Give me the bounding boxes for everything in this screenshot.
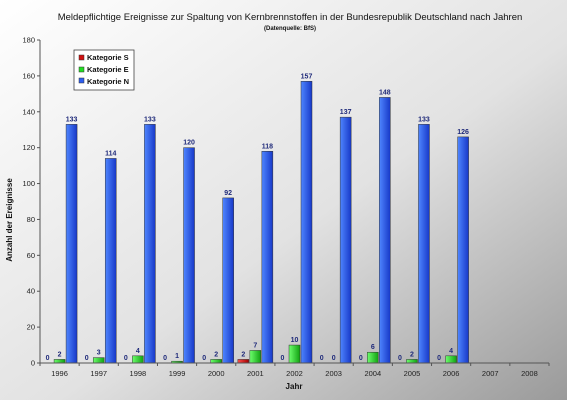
y-tick-label: 60	[27, 251, 35, 260]
x-tick-label: 2000	[208, 369, 225, 378]
y-tick-label: 160	[22, 71, 35, 80]
bar-kategorie-e-2005	[406, 359, 418, 364]
data-label: 92	[224, 190, 232, 197]
bars-group	[53, 81, 469, 364]
bar-kategorie-n-1996	[65, 124, 78, 364]
x-tick-label: 2003	[325, 369, 342, 378]
bar-kategorie-n-1998	[144, 124, 156, 364]
data-label: 126	[457, 129, 469, 136]
bar-kategorie-e-2002	[288, 344, 301, 364]
data-label: 4	[449, 348, 453, 355]
x-tick-label: 1999	[169, 369, 186, 378]
data-label: 7	[253, 342, 257, 349]
x-tick-label: 1996	[51, 369, 68, 378]
x-tick-label: 1997	[90, 369, 107, 378]
data-label: 148	[379, 89, 391, 96]
data-label: 118	[262, 143, 273, 150]
legend: Kategorie S Kategorie E Kategorie N	[73, 49, 135, 91]
bar-kategorie-e-1997	[92, 357, 105, 364]
y-tick-label: 0	[31, 359, 35, 368]
data-label: 2	[58, 351, 62, 358]
x-tick-label: 2007	[482, 369, 499, 378]
y-tick-label: 180	[22, 36, 35, 45]
data-label: 3	[97, 350, 101, 357]
data-label: 0	[281, 355, 285, 362]
data-label: 2	[241, 351, 245, 358]
data-label: 0	[46, 355, 50, 362]
bar-kategorie-n-2005	[418, 124, 430, 364]
bar-kategorie-s-2001	[237, 359, 250, 364]
data-label: 10	[291, 337, 299, 344]
data-label: 2	[410, 351, 414, 358]
x-tick-label: 1998	[130, 369, 147, 378]
bar-kategorie-n-2001	[261, 151, 274, 364]
data-label: 6	[371, 344, 375, 351]
data-labels-group: 0 2 133 0 3 114 0 4 133 0 1 120 0 2 92 2 7 118 0 10 157 0 0 137…	[46, 73, 469, 362]
bar-kategorie-n-1997	[104, 158, 117, 364]
y-axis-ticks: 0 20 40 60 80 100 120 140 160 180	[22, 36, 40, 368]
data-label: 0	[398, 355, 402, 362]
y-axis-title: Anzahl der Ereignisse	[5, 178, 14, 262]
y-tick-label: 20	[27, 323, 35, 332]
data-label: 0	[202, 355, 206, 362]
chart-title: Meldepflichtige Ereignisse zur Spaltung …	[58, 12, 523, 23]
data-label: 137	[340, 109, 352, 116]
x-tick-label: 2006	[443, 369, 460, 378]
x-tick-label: 2004	[364, 369, 381, 378]
data-label: 0	[124, 355, 128, 362]
legend-swatch-e	[78, 66, 85, 73]
x-axis-ticks: 1996 1997 1998 1999 2000 2001 2002 2003 2004 2005…	[39, 363, 550, 378]
data-label: 4	[136, 348, 140, 355]
data-label: 120	[183, 140, 195, 147]
data-label: 0	[85, 355, 89, 362]
y-tick-label: 100	[22, 179, 35, 188]
data-label: 0	[332, 355, 336, 362]
bar-kategorie-n-2000	[222, 197, 234, 364]
legend-label-n: Kategorie N	[87, 77, 129, 86]
bar-kategorie-n-2006	[457, 136, 469, 364]
bar-kategorie-n-1999	[183, 147, 195, 364]
legend-label-e: Kategorie E	[87, 65, 129, 74]
data-label: 0	[163, 355, 167, 362]
x-axis-title: Jahr	[286, 382, 303, 391]
y-tick-label: 40	[27, 287, 35, 296]
data-label: 0	[437, 355, 441, 362]
bar-kategorie-n-2004	[379, 97, 391, 364]
data-label: 2	[214, 351, 218, 358]
data-label: 114	[105, 150, 116, 157]
x-tick-label: 2008	[521, 369, 538, 378]
x-tick-label: 2005	[404, 369, 421, 378]
x-tick-label: 2001	[247, 369, 264, 378]
bar-kategorie-e-2004	[367, 351, 379, 364]
bar-kategorie-e-1998	[132, 355, 144, 364]
bar-kategorie-e-2006	[445, 355, 457, 364]
data-label: 0	[320, 355, 324, 362]
y-tick-label: 120	[22, 143, 35, 152]
legend-swatch-n	[78, 77, 85, 84]
bar-kategorie-n-2003	[339, 116, 352, 364]
bar-kategorie-e-1996	[53, 359, 66, 364]
data-label: 157	[301, 73, 313, 80]
data-label: 0	[359, 355, 363, 362]
bar-kategorie-e-2000	[210, 359, 222, 364]
y-tick-label: 140	[22, 107, 35, 116]
chart-subtitle: (Datenquelle: BfS)	[264, 26, 316, 32]
data-label: 133	[418, 116, 430, 123]
legend-swatch-s	[78, 54, 85, 61]
x-tick-label: 2002	[286, 369, 303, 378]
bar-kategorie-e-2001	[249, 350, 262, 364]
data-label: 1	[175, 353, 179, 360]
bar-kategorie-n-2002	[300, 81, 313, 364]
data-label: 133	[66, 116, 78, 123]
data-label: 133	[144, 116, 156, 123]
legend-label-s: Kategorie S	[87, 53, 129, 62]
y-tick-label: 80	[27, 215, 35, 224]
